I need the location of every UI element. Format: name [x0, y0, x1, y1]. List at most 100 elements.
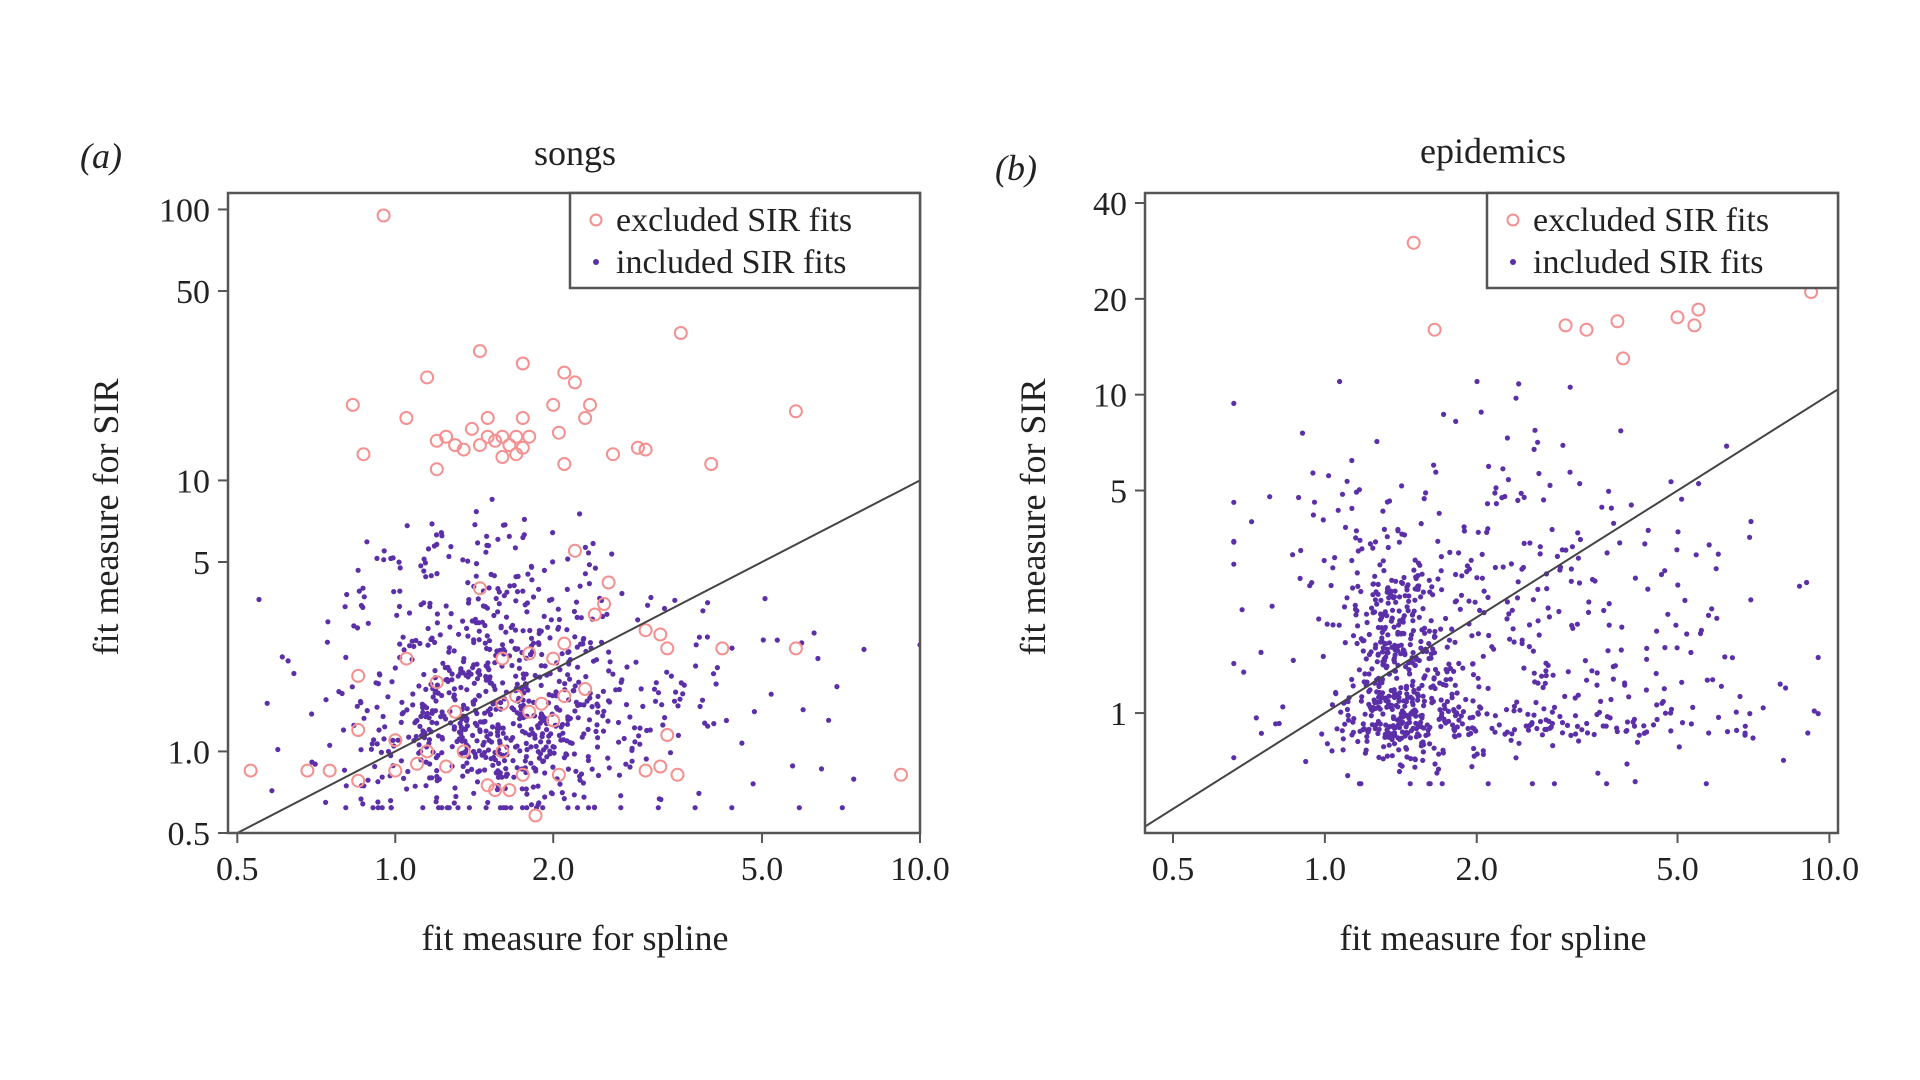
excluded-point [653, 627, 668, 642]
included-point [1618, 647, 1624, 653]
included-point [1748, 597, 1754, 603]
included-point [577, 777, 583, 783]
included-point [460, 618, 466, 624]
included-point [522, 730, 528, 736]
included-point [550, 530, 556, 536]
included-point [475, 769, 481, 775]
included-point [1354, 640, 1360, 647]
included-point [1342, 640, 1348, 646]
included-point [378, 749, 384, 756]
included-point [481, 739, 487, 745]
included-point [1443, 677, 1449, 683]
included-point [573, 599, 580, 605]
included-point [430, 694, 436, 700]
included-point [1407, 735, 1413, 741]
included-point [1412, 756, 1418, 762]
included-point [1506, 611, 1512, 617]
excluded-point [1691, 302, 1706, 317]
included-point [501, 758, 508, 764]
included-point [489, 724, 496, 730]
included-point [446, 690, 452, 696]
included-point [632, 739, 638, 745]
included-point [1396, 768, 1403, 775]
excluded-point [660, 728, 675, 742]
included-point [1492, 713, 1498, 719]
included-point [449, 744, 455, 750]
included-point [482, 604, 488, 610]
included-point [1431, 633, 1438, 639]
included-point [1396, 594, 1403, 600]
included-point [1531, 446, 1537, 452]
included-point [586, 581, 593, 587]
included-point [567, 676, 573, 682]
included-point [557, 781, 563, 787]
included-point [1385, 650, 1391, 656]
included-point [1439, 587, 1445, 593]
included-point [344, 591, 350, 598]
excluded-point [788, 641, 803, 656]
included-point [426, 726, 432, 733]
included-point [1436, 510, 1442, 516]
included-point [394, 612, 400, 618]
excluded-point [1406, 235, 1421, 250]
included-point [434, 773, 440, 780]
included-point [375, 805, 381, 811]
included-point [582, 571, 589, 577]
included-point [511, 774, 517, 780]
included-point [532, 672, 538, 679]
included-point [619, 677, 625, 683]
included-point [571, 792, 577, 798]
included-point [1456, 660, 1462, 667]
included-point [256, 596, 262, 603]
included-point [433, 698, 439, 704]
included-point [1366, 651, 1373, 658]
included-point [1458, 592, 1465, 598]
included-point [1480, 653, 1486, 659]
included-point [500, 730, 506, 736]
included-point [636, 733, 642, 739]
included-point [1429, 584, 1435, 590]
included-point [1396, 698, 1402, 704]
included-point [750, 781, 756, 787]
included-point [1410, 618, 1416, 624]
included-point [343, 805, 349, 811]
included-point [1367, 687, 1373, 693]
included-point [503, 614, 510, 620]
included-point [1410, 650, 1416, 656]
excluded-point [894, 767, 908, 782]
included-point [517, 748, 523, 754]
included-point [1505, 477, 1511, 483]
included-point [1320, 653, 1326, 660]
included-point [434, 795, 440, 801]
included-point [1511, 703, 1517, 709]
included-point [1668, 728, 1674, 734]
included-point [1342, 721, 1348, 727]
included-point [1333, 691, 1339, 697]
included-point [1724, 729, 1731, 735]
included-point [699, 697, 706, 703]
included-point [1406, 593, 1412, 599]
included-point [653, 680, 659, 686]
included-point [1586, 599, 1592, 605]
included-point [476, 748, 482, 754]
included-point [518, 703, 524, 709]
included-point [1435, 766, 1442, 772]
included-point [309, 711, 315, 717]
included-point [1432, 666, 1439, 673]
included-point [1332, 555, 1338, 561]
included-point [1805, 730, 1811, 736]
included-point [471, 790, 477, 796]
included-point [1521, 494, 1527, 500]
excluded-point [522, 646, 537, 661]
included-point [1368, 713, 1374, 719]
included-point [1444, 669, 1450, 675]
included-point [1527, 540, 1533, 546]
included-point [360, 585, 366, 591]
included-point [1253, 715, 1259, 721]
included-point [487, 706, 493, 712]
included-point [325, 619, 331, 625]
included-point [561, 796, 567, 802]
legend-box [1485, 191, 1840, 290]
included-point [1452, 599, 1458, 605]
included-point [536, 586, 542, 592]
